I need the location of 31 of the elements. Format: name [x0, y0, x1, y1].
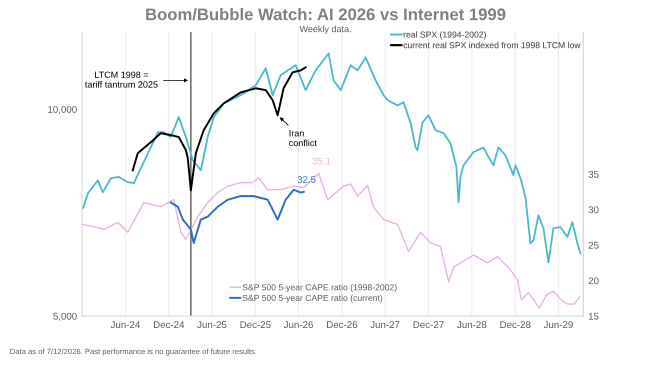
data-label: 32.5: [297, 176, 316, 183]
annotation: Iran conflict: [289, 130, 317, 146]
ref-line-label: LTCM 1998 = tariff tantrum 2025: [85, 72, 158, 88]
x-tick-label: Jun-28: [457, 321, 486, 328]
line-series: [170, 188, 305, 244]
chart-title: Boom/Bubble Watch: AI 2026 vs Internet 1999: [146, 8, 506, 20]
x-tick-label: Jun-25: [197, 321, 226, 328]
x-tick-label: Jun-24: [110, 321, 140, 328]
chart-subtitle: Weekly data.: [300, 26, 351, 34]
y2-tick-label: 15: [588, 312, 599, 320]
y2-tick-label: 30: [588, 206, 599, 214]
y2-tick-label: 35: [588, 170, 599, 178]
y-tick-label: 5,000: [53, 312, 77, 321]
x-tick-label: Jun-29: [544, 321, 573, 328]
x-tick-label: Jun-26: [284, 321, 313, 328]
line-series: [82, 52, 582, 264]
x-tick-label: Dec-24: [154, 321, 184, 328]
y2-tick-label: 25: [588, 242, 599, 249]
x-tick-label: Dec-26: [327, 321, 358, 328]
x-tick-label: Dec-28: [500, 321, 530, 328]
legend-label: S&P 500 5-year CAPE ratio (current): [242, 294, 382, 303]
line-series: [82, 172, 580, 309]
data-label: 35.1: [312, 158, 330, 165]
x-tick-label: Dec-27: [414, 321, 444, 328]
legend-label: real SPX (1994-2002): [404, 31, 486, 40]
y2-tick-label: 20: [588, 277, 599, 284]
legend-label: S&P 500 5-year CAPE ratio (1998-2002): [242, 284, 397, 292]
y-tick-label: 10,000: [48, 106, 77, 114]
x-tick-label: Jun-27: [370, 321, 400, 328]
x-tick-label: Dec-25: [240, 321, 271, 328]
legend-label: current real SPX indexed from 1998 LTCM low: [404, 42, 581, 48]
